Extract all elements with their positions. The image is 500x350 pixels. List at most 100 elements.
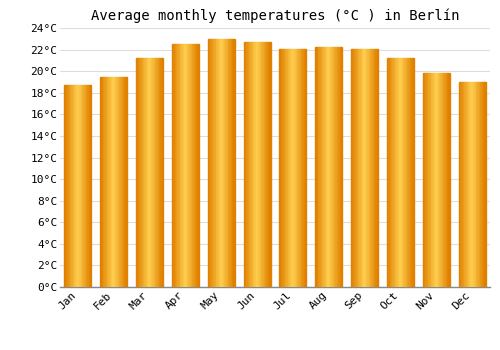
Bar: [479, 82, 480, 287]
Bar: [439, 74, 440, 287]
Bar: [64, 85, 66, 287]
Bar: [424, 74, 426, 287]
Bar: [249, 42, 250, 287]
Bar: [300, 49, 301, 287]
Bar: [114, 77, 115, 287]
Bar: [400, 58, 402, 287]
Bar: [122, 77, 123, 287]
Bar: [364, 49, 366, 287]
Bar: [370, 49, 372, 287]
Bar: [482, 82, 483, 287]
Bar: [447, 74, 448, 287]
Bar: [188, 44, 190, 287]
Bar: [316, 48, 318, 287]
Bar: [213, 39, 214, 287]
Bar: [412, 58, 414, 287]
Bar: [264, 42, 265, 287]
Bar: [140, 58, 141, 287]
Bar: [446, 74, 447, 287]
Bar: [426, 74, 427, 287]
Bar: [338, 48, 340, 287]
Bar: [478, 82, 479, 287]
Bar: [155, 58, 156, 287]
Bar: [186, 44, 187, 287]
Bar: [214, 39, 216, 287]
Bar: [286, 49, 288, 287]
Bar: [442, 74, 443, 287]
Bar: [390, 58, 391, 287]
Bar: [245, 42, 246, 287]
Bar: [82, 85, 84, 287]
Bar: [254, 42, 256, 287]
Bar: [106, 77, 107, 287]
Bar: [142, 58, 143, 287]
Bar: [404, 58, 406, 287]
Bar: [196, 44, 198, 287]
Bar: [152, 58, 154, 287]
Bar: [330, 48, 332, 287]
Bar: [252, 42, 253, 287]
Bar: [427, 74, 428, 287]
Bar: [146, 58, 147, 287]
Bar: [472, 82, 474, 287]
Bar: [410, 58, 411, 287]
Bar: [120, 77, 122, 287]
Bar: [329, 48, 330, 287]
Bar: [358, 49, 359, 287]
Bar: [423, 74, 424, 287]
Bar: [176, 44, 178, 287]
Bar: [333, 48, 334, 287]
Bar: [372, 49, 374, 287]
Bar: [366, 49, 368, 287]
Bar: [337, 48, 338, 287]
Bar: [388, 58, 390, 287]
Bar: [71, 85, 72, 287]
Bar: [435, 74, 436, 287]
Bar: [328, 48, 329, 287]
Bar: [448, 74, 450, 287]
Bar: [260, 42, 261, 287]
Bar: [266, 42, 268, 287]
Bar: [184, 44, 186, 287]
Bar: [324, 48, 326, 287]
Bar: [88, 85, 90, 287]
Bar: [210, 39, 212, 287]
Bar: [394, 58, 395, 287]
Bar: [224, 39, 226, 287]
Bar: [156, 58, 158, 287]
Bar: [70, 85, 71, 287]
Bar: [305, 49, 306, 287]
Bar: [301, 49, 302, 287]
Bar: [298, 49, 300, 287]
Bar: [86, 85, 88, 287]
Bar: [359, 49, 360, 287]
Bar: [192, 44, 194, 287]
Bar: [470, 82, 472, 287]
Bar: [220, 39, 221, 287]
Bar: [436, 74, 438, 287]
Bar: [443, 74, 444, 287]
Bar: [90, 85, 92, 287]
Bar: [268, 42, 269, 287]
Bar: [67, 85, 68, 287]
Bar: [428, 74, 430, 287]
Bar: [119, 77, 120, 287]
Bar: [438, 74, 439, 287]
Bar: [172, 44, 174, 287]
Bar: [340, 48, 341, 287]
Bar: [84, 85, 86, 287]
Bar: [261, 42, 262, 287]
Bar: [256, 42, 257, 287]
Bar: [280, 49, 281, 287]
Bar: [246, 42, 248, 287]
Bar: [139, 58, 140, 287]
Bar: [66, 85, 67, 287]
Bar: [269, 42, 270, 287]
Bar: [76, 85, 78, 287]
Bar: [351, 49, 352, 287]
Bar: [464, 82, 466, 287]
Bar: [387, 58, 388, 287]
Bar: [336, 48, 337, 287]
Title: Average monthly temperatures (°C ) in Berlín: Average monthly temperatures (°C ) in Be…: [91, 8, 459, 23]
Bar: [302, 49, 304, 287]
